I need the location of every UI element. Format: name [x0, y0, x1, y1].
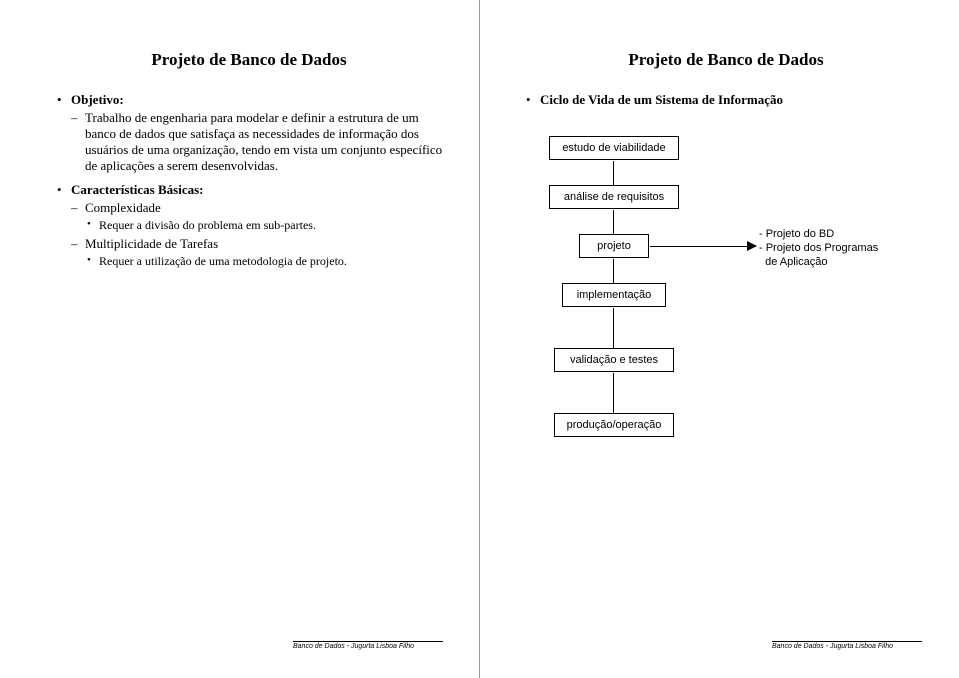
connector-5 — [613, 373, 614, 413]
flow-box-validation: validação e testes — [554, 348, 674, 372]
left-page: Projeto de Banco de Dados Objetivo: Trab… — [0, 0, 479, 678]
flow-box-implementation: implementação — [562, 283, 666, 307]
left-footer: Banco de Dados - Jugurta Lisboa Filho — [293, 641, 443, 650]
arrow-head-icon — [747, 241, 757, 251]
lifecycle-item: Ciclo de Vida de um Sistema de Informaçã… — [524, 92, 928, 108]
arrow-line — [650, 246, 750, 247]
connector-2 — [613, 210, 614, 234]
connector-3 — [613, 259, 614, 283]
multiplicity-sub: Requer a utilização de uma metodologia d… — [85, 254, 443, 269]
objective-item: Objetivo: Trabalho de engenharia para mo… — [55, 92, 443, 174]
characteristics-item: Características Básicas: Complexidade Re… — [55, 182, 443, 269]
lifecycle-label: Ciclo de Vida de um Sistema de Informaçã… — [540, 92, 783, 107]
side-note-2: - Projeto dos Programas — [759, 242, 878, 254]
objective-text: Trabalho de engenharia para modelar e de… — [71, 110, 443, 174]
complexity-item: Complexidade Requer a divisão do problem… — [71, 200, 443, 233]
complexity-label: Complexidade — [85, 200, 161, 215]
side-note-3: de Aplicação — [759, 256, 828, 268]
right-page: Projeto de Banco de Dados Ciclo de Vida … — [479, 0, 958, 678]
objective-label: Objetivo: — [71, 92, 124, 107]
side-note-1: - Projeto do BD — [759, 228, 834, 240]
flowchart: estudo de viabilidade análise de requisi… — [524, 118, 928, 538]
multiplicity-label: Multiplicidade de Tarefas — [85, 236, 218, 251]
right-title: Projeto de Banco de Dados — [524, 50, 928, 70]
flow-box-project: projeto — [579, 234, 649, 258]
right-footer: Banco de Dados - Jugurta Lisboa Filho — [772, 641, 922, 650]
left-content: Objetivo: Trabalho de engenharia para mo… — [55, 92, 443, 269]
lifecycle-heading: Ciclo de Vida de um Sistema de Informaçã… — [524, 92, 928, 108]
complexity-sub: Requer a divisão do problema em sub-part… — [85, 218, 443, 233]
flow-box-production: produção/operação — [554, 413, 674, 437]
connector-1 — [613, 161, 614, 185]
multiplicity-item: Multiplicidade de Tarefas Requer a utili… — [71, 236, 443, 269]
connector-4 — [613, 308, 614, 348]
flow-box-requirements: análise de requisitos — [549, 185, 679, 209]
left-title: Projeto de Banco de Dados — [55, 50, 443, 70]
flow-box-viability: estudo de viabilidade — [549, 136, 679, 160]
characteristics-label: Características Básicas: — [71, 182, 204, 197]
